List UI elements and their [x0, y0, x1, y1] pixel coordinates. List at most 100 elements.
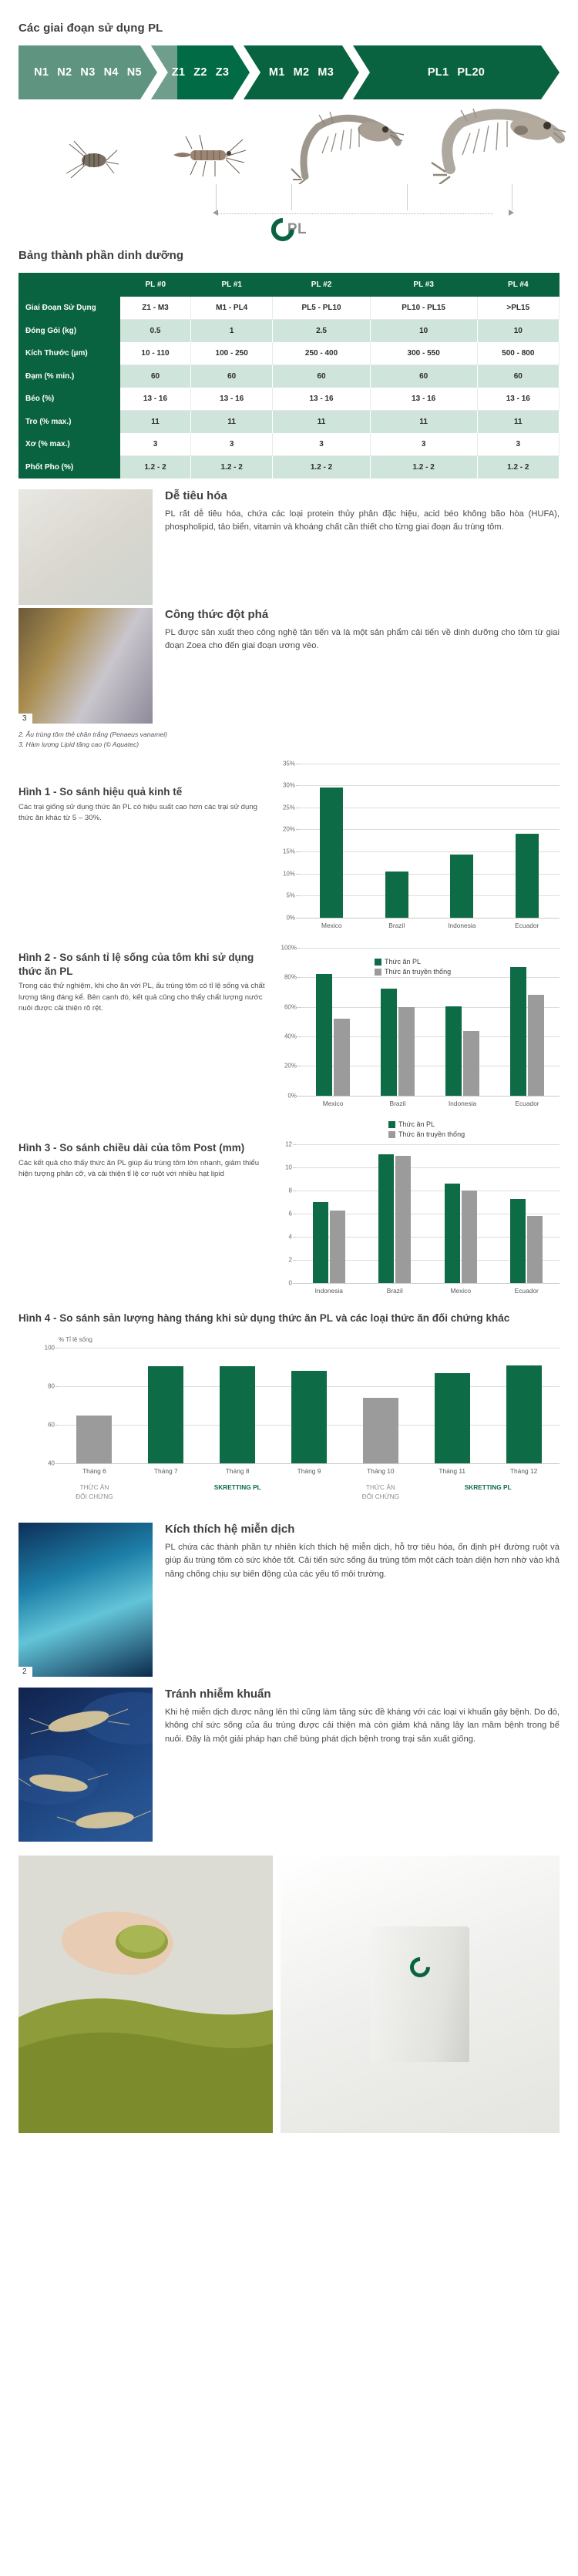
x-tick-label: Ecuador — [514, 1286, 539, 1295]
bar-group — [488, 1348, 560, 1464]
bar-thang-11 — [434, 1372, 470, 1464]
table-cell: 11 — [272, 410, 371, 433]
feature-image: 2 — [18, 1523, 153, 1678]
bar-indonesia-pl — [445, 1006, 462, 1096]
bar-group — [416, 1348, 488, 1464]
y-tick-label: 30% — [282, 781, 295, 789]
table-row: Kích Thước (µm) 10 - 110 100 - 250 250 -… — [18, 342, 560, 365]
chart-2-title: Hình 2 - So sánh tỉ lệ sống của tôm khi … — [18, 951, 254, 977]
microscope-larvae-photo — [18, 489, 153, 605]
feature-heading: Kích thích hệ miễn dịch — [165, 1523, 295, 1537]
x-tick-label: Brazil — [389, 1099, 406, 1107]
feed-group-line2: ĐỐI CHỨNG — [76, 1493, 113, 1501]
chart-2-description: Hình 2 - So sánh tỉ lệ sống của tôm khi … — [18, 948, 273, 1107]
chart-1-title: Hình 1 - So sánh hiệu quả kinh tế — [18, 785, 183, 798]
table-cell: 250 - 400 — [272, 342, 371, 365]
chart-4-title: Hình 4 - So sánh sản lượng hàng tháng kh… — [18, 1312, 510, 1324]
lipid-microscope-photo — [18, 608, 153, 724]
x-tick-label: Ecuador — [515, 1099, 539, 1107]
chart-1-bars — [299, 764, 560, 918]
legend-swatch-pl-icon — [388, 1120, 395, 1128]
x-tick-label: Tháng 8 — [225, 1467, 250, 1476]
bar-ecuador-pl — [510, 966, 526, 1096]
table-cell: 60 — [190, 364, 274, 388]
caption-line: 3. Hàm lượng Lipid tăng cao (© Aquatec) — [18, 740, 139, 748]
bar-ecuador-traditional — [528, 995, 544, 1096]
legend-item-pl: Thức ăn PL — [388, 1120, 560, 1130]
legend-label: Thức ăn truyền thống — [398, 1130, 465, 1138]
feature-image — [18, 489, 153, 605]
nutrition-title: Bảng thành phần dinh dưỡng — [18, 249, 184, 262]
y-tick-label: 12 — [285, 1140, 292, 1148]
table-row: Đóng Gói (kg) 0.5 1 2.5 10 10 — [18, 319, 560, 342]
table-cell: 500 - 800 — [477, 342, 560, 365]
brand-circle-icon — [405, 1953, 435, 1982]
page-title: Các giai đoạn sử dụng PL — [18, 22, 163, 35]
table-cell: PL5 - PL10 — [272, 297, 371, 320]
bar-group — [301, 948, 365, 1096]
feature-formula: 3 Công thức đột phá PL được sản xuất the… — [0, 605, 578, 724]
stage-label: N1 — [34, 66, 49, 79]
feed-group-control: THỨC ĂN ĐỐI CHỨNG — [344, 1483, 416, 1501]
feed-group-line1: THỨC ĂN — [79, 1483, 109, 1492]
table-cell: 300 - 550 — [370, 342, 478, 365]
x-tick-label: Indonesia — [448, 1099, 477, 1107]
x-tick-label: Tháng 7 — [153, 1467, 178, 1476]
x-tick-label: Mexico — [321, 921, 342, 929]
chart-3: Thức ăn PL Thức ăn truyền thống 12 10 8 … — [273, 1120, 560, 1295]
y-tick-label: 35% — [282, 760, 295, 767]
bar-brazil-traditional — [398, 1006, 415, 1096]
hand-holding-feed-photo — [18, 1856, 273, 2134]
feature-text: Dễ tiêu hóa PL rất dễ tiêu hóa, chứa các… — [153, 489, 560, 605]
legend-item-pl: Thức ăn PL — [375, 957, 451, 967]
pl-logo-text: PL — [287, 221, 307, 237]
bar-group — [494, 1144, 560, 1283]
bar-group — [430, 948, 495, 1096]
y-tick-label: 6 — [288, 1210, 292, 1217]
x-tick-label: Tháng 6 — [82, 1467, 106, 1476]
bar-group — [429, 764, 495, 918]
stage-label: N4 — [103, 66, 119, 79]
chart-block-2: Hình 2 - So sánh tỉ lệ sống của tôm khi … — [0, 929, 578, 1107]
feature-immune-system: 2 Kích thích hệ miễn dịch PL chứa các th… — [0, 1501, 578, 1678]
table-row: Giai Đoạn Sử Dụng Z1 - M3 M1 - PL4 PL5 -… — [18, 297, 560, 320]
table-cell: PL10 - PL15 — [370, 297, 478, 320]
feature-image: 3 — [18, 608, 153, 724]
pl-range-bracket: PL — [18, 184, 560, 247]
zoea-illustration-icon — [173, 134, 247, 177]
bar-thang-9 — [291, 1371, 327, 1464]
table-cell: 1.2 - 2 — [370, 455, 478, 479]
table-cell: Z1 - M3 — [120, 297, 191, 320]
row-label: Giai Đoạn Sử Dụng — [18, 297, 120, 320]
chart-1-subtitle: Các trại giống sử dụng thức ăn PL có hiệ… — [18, 802, 257, 822]
chart-2-legend: Thức ăn PL Thức ăn truyền thống — [375, 957, 451, 977]
stage-group-postlarvae: PL1 PL20 — [353, 45, 560, 99]
nutrition-table: PL #0 PL #1 PL #2 PL #3 PL #4 Giai Đoạn … — [18, 273, 560, 479]
chart-1-xlabels: Mexico Brazil Indonesia Ecuador — [299, 922, 560, 929]
postlarvae-illustration-icon — [431, 108, 566, 184]
stage-chevron-bar: N1 N2 N3 N4 N5 Z1 Z2 Z3 M1 M2 M3 PL1 PL2… — [18, 45, 560, 99]
feed-group-control: THỨC ĂN ĐỐI CHỨNG — [59, 1483, 130, 1501]
row-label: Đóng Gói (kg) — [18, 319, 120, 342]
bar-indonesia-traditional — [463, 1031, 479, 1096]
table-cell: 10 — [370, 319, 478, 342]
bar-mexico — [320, 788, 344, 918]
feed-group-line1: THỨC ĂN — [365, 1483, 395, 1492]
column-header: PL #0 — [120, 273, 191, 297]
stage-label: M3 — [318, 66, 334, 79]
table-cell: 11 — [370, 410, 478, 433]
feature-body: PL rất dễ tiêu hóa, chứa các loại protei… — [165, 509, 560, 532]
stage-label: Z2 — [193, 66, 207, 79]
bar-mexico-traditional — [334, 1018, 350, 1096]
chart-3-plot: 12 10 8 6 4 2 0 — [285, 1140, 560, 1286]
chart-4-feed-groups: THỨC ĂN ĐỐI CHỨNG SKRETTING PL THỨC ĂN Đ… — [59, 1483, 560, 1501]
table-cell: 60 — [370, 364, 478, 388]
column-header: PL #2 — [272, 273, 371, 297]
bar-thang-6 — [76, 1415, 113, 1464]
product-bag — [371, 1926, 469, 2063]
x-tick-label: Brazil — [388, 921, 405, 929]
feature-heading: Công thức đột phá — [165, 608, 269, 621]
bar-thang-12 — [506, 1365, 542, 1464]
column-header — [18, 273, 120, 297]
feature-heading: Dễ tiêu hóa — [165, 489, 227, 502]
